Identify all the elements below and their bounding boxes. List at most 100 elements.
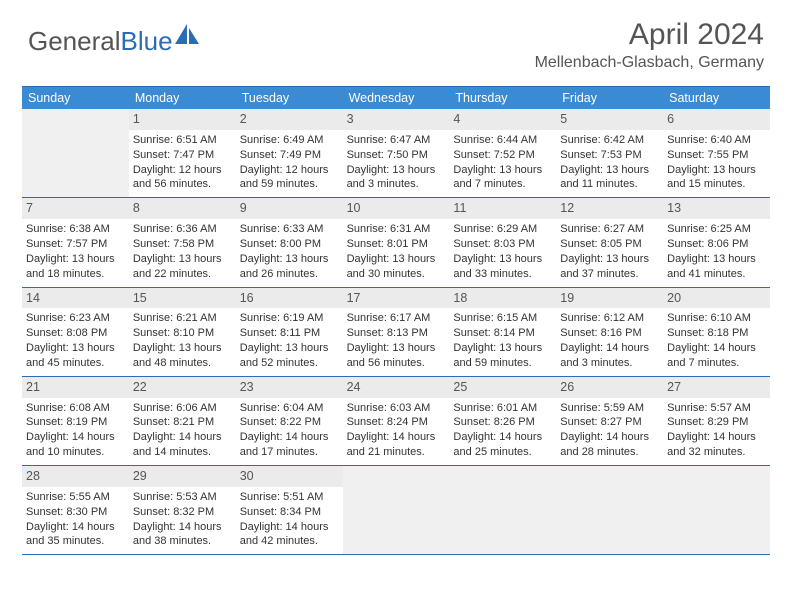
day-number: 30 [236,466,343,487]
sunset-text: Sunset: 8:29 PM [667,415,766,430]
sunrise-text: Sunrise: 6:15 AM [453,311,552,326]
day-cell: 1Sunrise: 6:51 AMSunset: 7:47 PMDaylight… [129,109,236,197]
daylight-text: Daylight: 13 hours and 37 minutes. [560,252,659,282]
day-body: Sunrise: 6:12 AMSunset: 8:16 PMDaylight:… [556,308,663,375]
day-cell: 12Sunrise: 6:27 AMSunset: 8:05 PMDayligh… [556,198,663,286]
day-cell: 10Sunrise: 6:31 AMSunset: 8:01 PMDayligh… [343,198,450,286]
day-number: 13 [663,198,770,219]
day-number: 8 [129,198,236,219]
day-body: Sunrise: 6:10 AMSunset: 8:18 PMDaylight:… [663,308,770,375]
sunset-text: Sunset: 8:21 PM [133,415,232,430]
daylight-text: Daylight: 14 hours and 3 minutes. [560,341,659,371]
day-number: 10 [343,198,450,219]
sunrise-text: Sunrise: 6:44 AM [453,133,552,148]
day-body: Sunrise: 6:36 AMSunset: 7:58 PMDaylight:… [129,219,236,286]
sunset-text: Sunset: 8:08 PM [26,326,125,341]
sunrise-text: Sunrise: 6:36 AM [133,222,232,237]
blank-cell [343,466,450,554]
day-body: Sunrise: 5:55 AMSunset: 8:30 PMDaylight:… [22,487,129,554]
daylight-text: Daylight: 14 hours and 14 minutes. [133,430,232,460]
daylight-text: Daylight: 14 hours and 28 minutes. [560,430,659,460]
sunset-text: Sunset: 8:11 PM [240,326,339,341]
day-number: 22 [129,377,236,398]
day-cell: 30Sunrise: 5:51 AMSunset: 8:34 PMDayligh… [236,466,343,554]
day-cell: 24Sunrise: 6:03 AMSunset: 8:24 PMDayligh… [343,377,450,465]
day-header: Friday [556,87,663,109]
day-cell: 23Sunrise: 6:04 AMSunset: 8:22 PMDayligh… [236,377,343,465]
sunset-text: Sunset: 8:18 PM [667,326,766,341]
day-cell: 22 Sunrise: 6:06 AMSunset: 8:21 PMDayligh… [129,377,236,465]
day-number: 4 [449,109,556,130]
sunset-text: Sunset: 8:10 PM [133,326,232,341]
sunrise-text: Sunrise: 6:08 AM [26,401,125,416]
sunrise-text: Sunrise: 6:38 AM [26,222,125,237]
day-body: Sunrise: 5:53 AMSunset: 8:32 PMDaylight:… [129,487,236,554]
day-header: Saturday [663,87,770,109]
sunrise-text: Sunrise: 6:23 AM [26,311,125,326]
sunset-text: Sunset: 7:49 PM [240,148,339,163]
logo-text-2: Blue [121,26,173,56]
sunrise-text: Sunrise: 5:51 AM [240,490,339,505]
day-cell: 19Sunrise: 6:12 AMSunset: 8:16 PMDayligh… [556,288,663,376]
sunrise-text: Sunrise: 5:53 AM [133,490,232,505]
day-body: Sunrise: 6:25 AMSunset: 8:06 PMDaylight:… [663,219,770,286]
day-header: Tuesday [236,87,343,109]
week-row: 21Sunrise: 6:08 AMSunset: 8:19 PMDayligh… [22,377,770,466]
day-body: Sunrise: 6:03 AMSunset: 8:24 PMDaylight:… [343,398,450,465]
day-number: 9 [236,198,343,219]
day-cell: 29Sunrise: 5:53 AMSunset: 8:32 PMDayligh… [129,466,236,554]
daylight-text: Daylight: 13 hours and 56 minutes. [347,341,446,371]
daylight-text: Daylight: 14 hours and 25 minutes. [453,430,552,460]
day-number: 15 [129,288,236,309]
day-number: 19 [556,288,663,309]
day-number: 18 [449,288,556,309]
sunset-text: Sunset: 8:05 PM [560,237,659,252]
sunrise-text: Sunrise: 6:49 AM [240,133,339,148]
daylight-text: Daylight: 12 hours and 56 minutes. [133,163,232,193]
blank-cell [663,466,770,554]
day-body: Sunrise: 6:38 AMSunset: 7:57 PMDaylight:… [22,219,129,286]
day-body: Sunrise: 6:15 AMSunset: 8:14 PMDaylight:… [449,308,556,375]
sunset-text: Sunset: 7:55 PM [667,148,766,163]
day-cell: 11Sunrise: 6:29 AMSunset: 8:03 PMDayligh… [449,198,556,286]
sunset-text: Sunset: 8:30 PM [26,505,125,520]
day-number: 28 [22,466,129,487]
day-number: 3 [343,109,450,130]
daylight-text: Daylight: 13 hours and 52 minutes. [240,341,339,371]
sunrise-text: Sunrise: 6:04 AM [240,401,339,416]
logo-text-1: General [28,26,121,56]
daylight-text: Daylight: 14 hours and 21 minutes. [347,430,446,460]
day-body: Sunrise: 6:21 AMSunset: 8:10 PMDaylight:… [129,308,236,375]
day-number: 2 [236,109,343,130]
day-header-row: Sunday Monday Tuesday Wednesday Thursday… [22,87,770,109]
daylight-text: Daylight: 13 hours and 41 minutes. [667,252,766,282]
day-cell: 3Sunrise: 6:47 AMSunset: 7:50 PMDaylight… [343,109,450,197]
sunrise-text: Sunrise: 6:31 AM [347,222,446,237]
daylight-text: Daylight: 13 hours and 26 minutes. [240,252,339,282]
daylight-text: Daylight: 13 hours and 15 minutes. [667,163,766,193]
day-body: Sunrise: 6:33 AMSunset: 8:00 PMDaylight:… [236,219,343,286]
sunrise-text: Sunrise: 6:06 AM [133,401,232,416]
daylight-text: Daylight: 13 hours and 48 minutes. [133,341,232,371]
day-cell: 14Sunrise: 6:23 AMSunset: 8:08 PMDayligh… [22,288,129,376]
sunrise-text: Sunrise: 5:55 AM [26,490,125,505]
sunrise-text: Sunrise: 5:57 AM [667,401,766,416]
title-block: April 2024 Mellenbach-Glasbach, Germany [535,18,764,72]
day-number: 23 [236,377,343,398]
day-number: 12 [556,198,663,219]
day-cell: 7Sunrise: 6:38 AMSunset: 7:57 PMDaylight… [22,198,129,286]
day-body: Sunrise: 6:47 AMSunset: 7:50 PMDaylight:… [343,130,450,197]
daylight-text: Daylight: 12 hours and 59 minutes. [240,163,339,193]
sunrise-text: Sunrise: 6:01 AM [453,401,552,416]
day-body: Sunrise: 6:40 AMSunset: 7:55 PMDaylight:… [663,130,770,197]
day-body: Sunrise: 5:57 AMSunset: 8:29 PMDaylight:… [663,398,770,465]
sunrise-text: Sunrise: 6:21 AM [133,311,232,326]
sunrise-text: Sunrise: 6:25 AM [667,222,766,237]
sunset-text: Sunset: 8:27 PM [560,415,659,430]
daylight-text: Daylight: 14 hours and 10 minutes. [26,430,125,460]
day-cell: 17Sunrise: 6:17 AMSunset: 8:13 PMDayligh… [343,288,450,376]
day-body: Sunrise: 6:44 AMSunset: 7:52 PMDaylight:… [449,130,556,197]
day-body: Sunrise: 6:29 AMSunset: 8:03 PMDaylight:… [449,219,556,286]
calendar: Sunday Monday Tuesday Wednesday Thursday… [22,86,770,555]
daylight-text: Daylight: 14 hours and 35 minutes. [26,520,125,550]
